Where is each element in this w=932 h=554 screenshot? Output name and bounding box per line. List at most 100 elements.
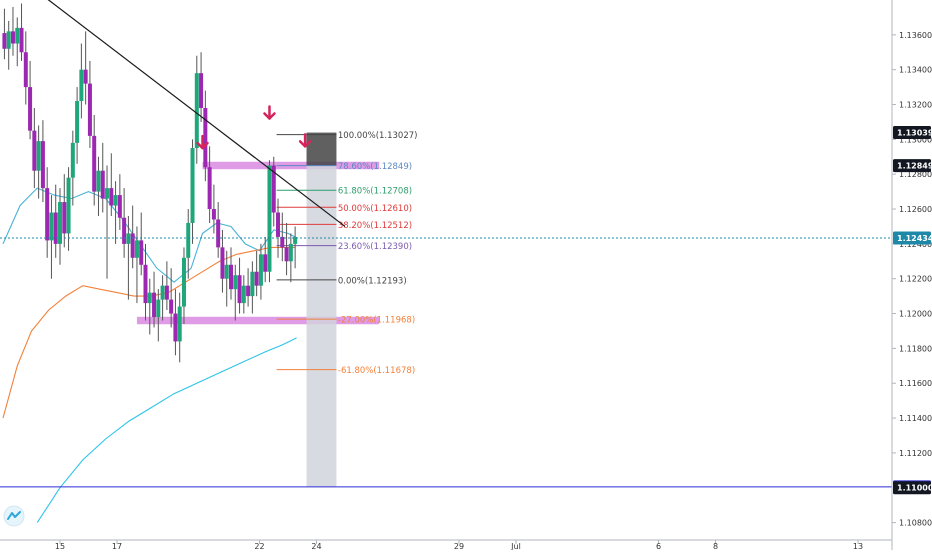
candle[interactable] xyxy=(134,226,139,304)
candle-body xyxy=(79,69,84,102)
candle[interactable] xyxy=(211,184,216,234)
candle[interactable] xyxy=(190,139,195,244)
price-label-text: 1.12434 xyxy=(897,234,932,243)
candle[interactable] xyxy=(58,188,62,265)
candle[interactable] xyxy=(62,174,67,248)
candle[interactable] xyxy=(139,212,144,276)
moving-average-line[interactable] xyxy=(36,337,297,523)
candle-body xyxy=(276,212,281,237)
candle[interactable] xyxy=(164,261,169,311)
candle[interactable] xyxy=(40,120,45,203)
candle[interactable] xyxy=(216,202,221,258)
down-arrow-icon[interactable] xyxy=(298,133,312,148)
candle[interactable] xyxy=(254,250,259,297)
candle[interactable] xyxy=(173,289,178,356)
candle[interactable] xyxy=(147,278,152,335)
candle[interactable] xyxy=(186,209,191,279)
candle[interactable] xyxy=(113,181,118,244)
candle[interactable] xyxy=(241,275,246,314)
candle[interactable] xyxy=(109,153,114,216)
support-zone[interactable] xyxy=(136,316,380,325)
candle-body xyxy=(258,254,263,286)
position-stop-zone[interactable] xyxy=(306,132,337,166)
candle[interactable] xyxy=(288,233,293,283)
candle-body xyxy=(181,257,186,307)
price-label-text: 1.13039 xyxy=(897,129,932,138)
candle-body xyxy=(143,264,148,304)
candle[interactable] xyxy=(2,8,7,60)
candle[interactable] xyxy=(160,275,165,321)
candle[interactable] xyxy=(79,43,84,119)
candle[interactable] xyxy=(169,268,174,328)
candle-body xyxy=(190,148,195,223)
down-arrow-icon[interactable] xyxy=(263,105,276,120)
candle[interactable] xyxy=(293,226,298,269)
candle[interactable] xyxy=(207,146,212,223)
candle-body xyxy=(164,285,169,300)
candle[interactable] xyxy=(199,52,204,122)
candle[interactable] xyxy=(203,90,208,182)
candle[interactable] xyxy=(100,142,105,213)
candle[interactable] xyxy=(258,243,263,300)
candle[interactable] xyxy=(75,87,80,164)
candle[interactable] xyxy=(126,216,131,300)
candle[interactable] xyxy=(36,125,41,199)
price-tick-label: 1.11600 xyxy=(899,379,932,388)
tradingview-logo-icon[interactable] xyxy=(3,505,25,527)
candle[interactable] xyxy=(250,261,255,314)
candle[interactable] xyxy=(105,165,110,279)
candle[interactable] xyxy=(156,289,161,342)
position-target-zone[interactable] xyxy=(306,165,337,487)
candle[interactable] xyxy=(6,20,11,70)
candle[interactable] xyxy=(194,55,199,164)
price-axis-label[interactable]: 1.12434 xyxy=(893,231,932,245)
candle[interactable] xyxy=(143,243,148,321)
time-tick-label: 17 xyxy=(112,542,122,550)
candle[interactable] xyxy=(19,3,24,61)
candle[interactable] xyxy=(276,198,281,258)
candle[interactable] xyxy=(237,257,242,314)
candle[interactable] xyxy=(280,212,285,262)
candle[interactable] xyxy=(229,247,233,300)
candle[interactable] xyxy=(181,247,186,324)
candle[interactable] xyxy=(45,167,50,258)
candle[interactable] xyxy=(92,114,97,206)
fib-label: 78.60%(1.12849) xyxy=(338,162,412,172)
candle[interactable] xyxy=(66,167,71,251)
candle[interactable] xyxy=(233,264,238,321)
candle[interactable] xyxy=(53,184,58,258)
candle[interactable] xyxy=(130,205,135,269)
candle[interactable] xyxy=(49,195,54,279)
candle[interactable] xyxy=(224,250,229,307)
down-arrow-icon[interactable] xyxy=(196,134,209,150)
trendline[interactable] xyxy=(3,0,346,227)
candle[interactable] xyxy=(70,130,75,206)
price-axis-label[interactable]: 1.11000 xyxy=(893,481,932,495)
candle-body xyxy=(58,202,62,244)
candle[interactable] xyxy=(220,229,225,293)
candle[interactable] xyxy=(15,17,20,67)
candle[interactable] xyxy=(177,292,182,363)
candle[interactable] xyxy=(32,108,37,189)
arrow-head xyxy=(298,140,312,148)
fib-label: -61.80%(1.11678) xyxy=(338,366,415,376)
candle[interactable] xyxy=(267,160,272,283)
candle[interactable] xyxy=(284,222,289,276)
candle[interactable] xyxy=(122,188,127,258)
candle-body xyxy=(66,177,71,234)
candle[interactable] xyxy=(28,60,33,140)
candle[interactable] xyxy=(271,156,276,227)
price-axis-label[interactable]: 1.12849 xyxy=(893,159,932,173)
price-axis-label[interactable]: 1.13039 xyxy=(893,126,932,140)
candle[interactable] xyxy=(117,174,122,230)
candle[interactable] xyxy=(263,236,268,283)
candle[interactable] xyxy=(23,31,28,105)
candle[interactable] xyxy=(246,268,251,307)
candle[interactable] xyxy=(10,6,15,56)
candle[interactable] xyxy=(152,271,157,328)
candle[interactable] xyxy=(96,156,101,216)
candle[interactable] xyxy=(87,60,92,149)
candle[interactable] xyxy=(83,31,88,105)
